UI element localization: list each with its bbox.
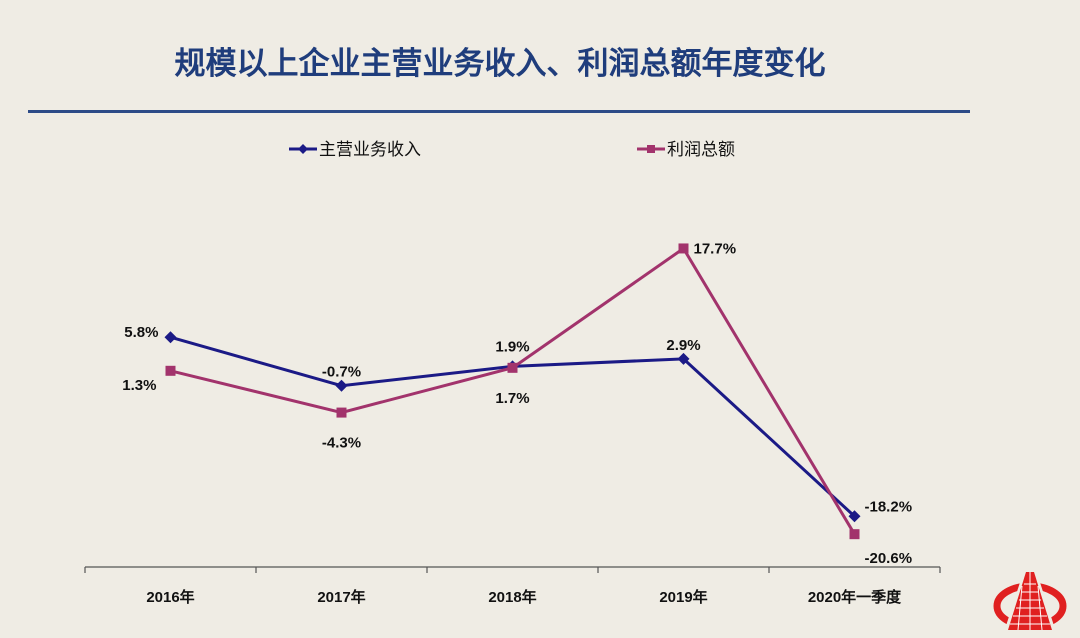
diamond-marker <box>164 331 177 344</box>
square-marker <box>336 407 347 418</box>
title-divider <box>28 110 970 113</box>
diamond-marker <box>298 144 308 154</box>
data-label: -18.2% <box>865 498 913 515</box>
square-marker <box>678 243 689 254</box>
chart-title: 规模以上企业主营业务收入、利润总额年度变化 <box>174 46 826 82</box>
diamond-marker <box>848 510 861 523</box>
x-tick-label: 2017年 <box>317 588 365 606</box>
x-tick-label: 2016年 <box>146 588 194 606</box>
data-label: -0.7% <box>322 364 361 381</box>
legend-item-1: 主营业务收入 <box>289 140 421 160</box>
x-tick-label: 2018年 <box>488 588 536 606</box>
legend-label: 利润总额 <box>667 140 735 160</box>
diamond-marker <box>677 352 690 365</box>
square-marker <box>165 365 176 376</box>
data-label: -4.3% <box>322 435 361 452</box>
data-label: 1.9% <box>495 338 529 355</box>
x-tick-label: 2020年一季度 <box>808 588 902 606</box>
square-marker <box>647 145 655 153</box>
data-label: 1.3% <box>122 377 156 394</box>
legend-label: 主营业务收入 <box>319 140 421 160</box>
square-marker <box>507 362 518 373</box>
x-tick-label: 2019年 <box>659 588 707 606</box>
data-label: 5.8% <box>124 324 158 341</box>
bureau-logo-icon <box>993 570 1067 632</box>
data-label: 1.7% <box>495 390 529 407</box>
legend-item-2: 利润总额 <box>637 140 735 160</box>
data-label: -20.6% <box>865 550 913 567</box>
square-marker <box>849 529 860 540</box>
data-label: 2.9% <box>666 337 700 354</box>
data-label: 17.7% <box>694 240 737 257</box>
diamond-marker <box>335 379 348 392</box>
